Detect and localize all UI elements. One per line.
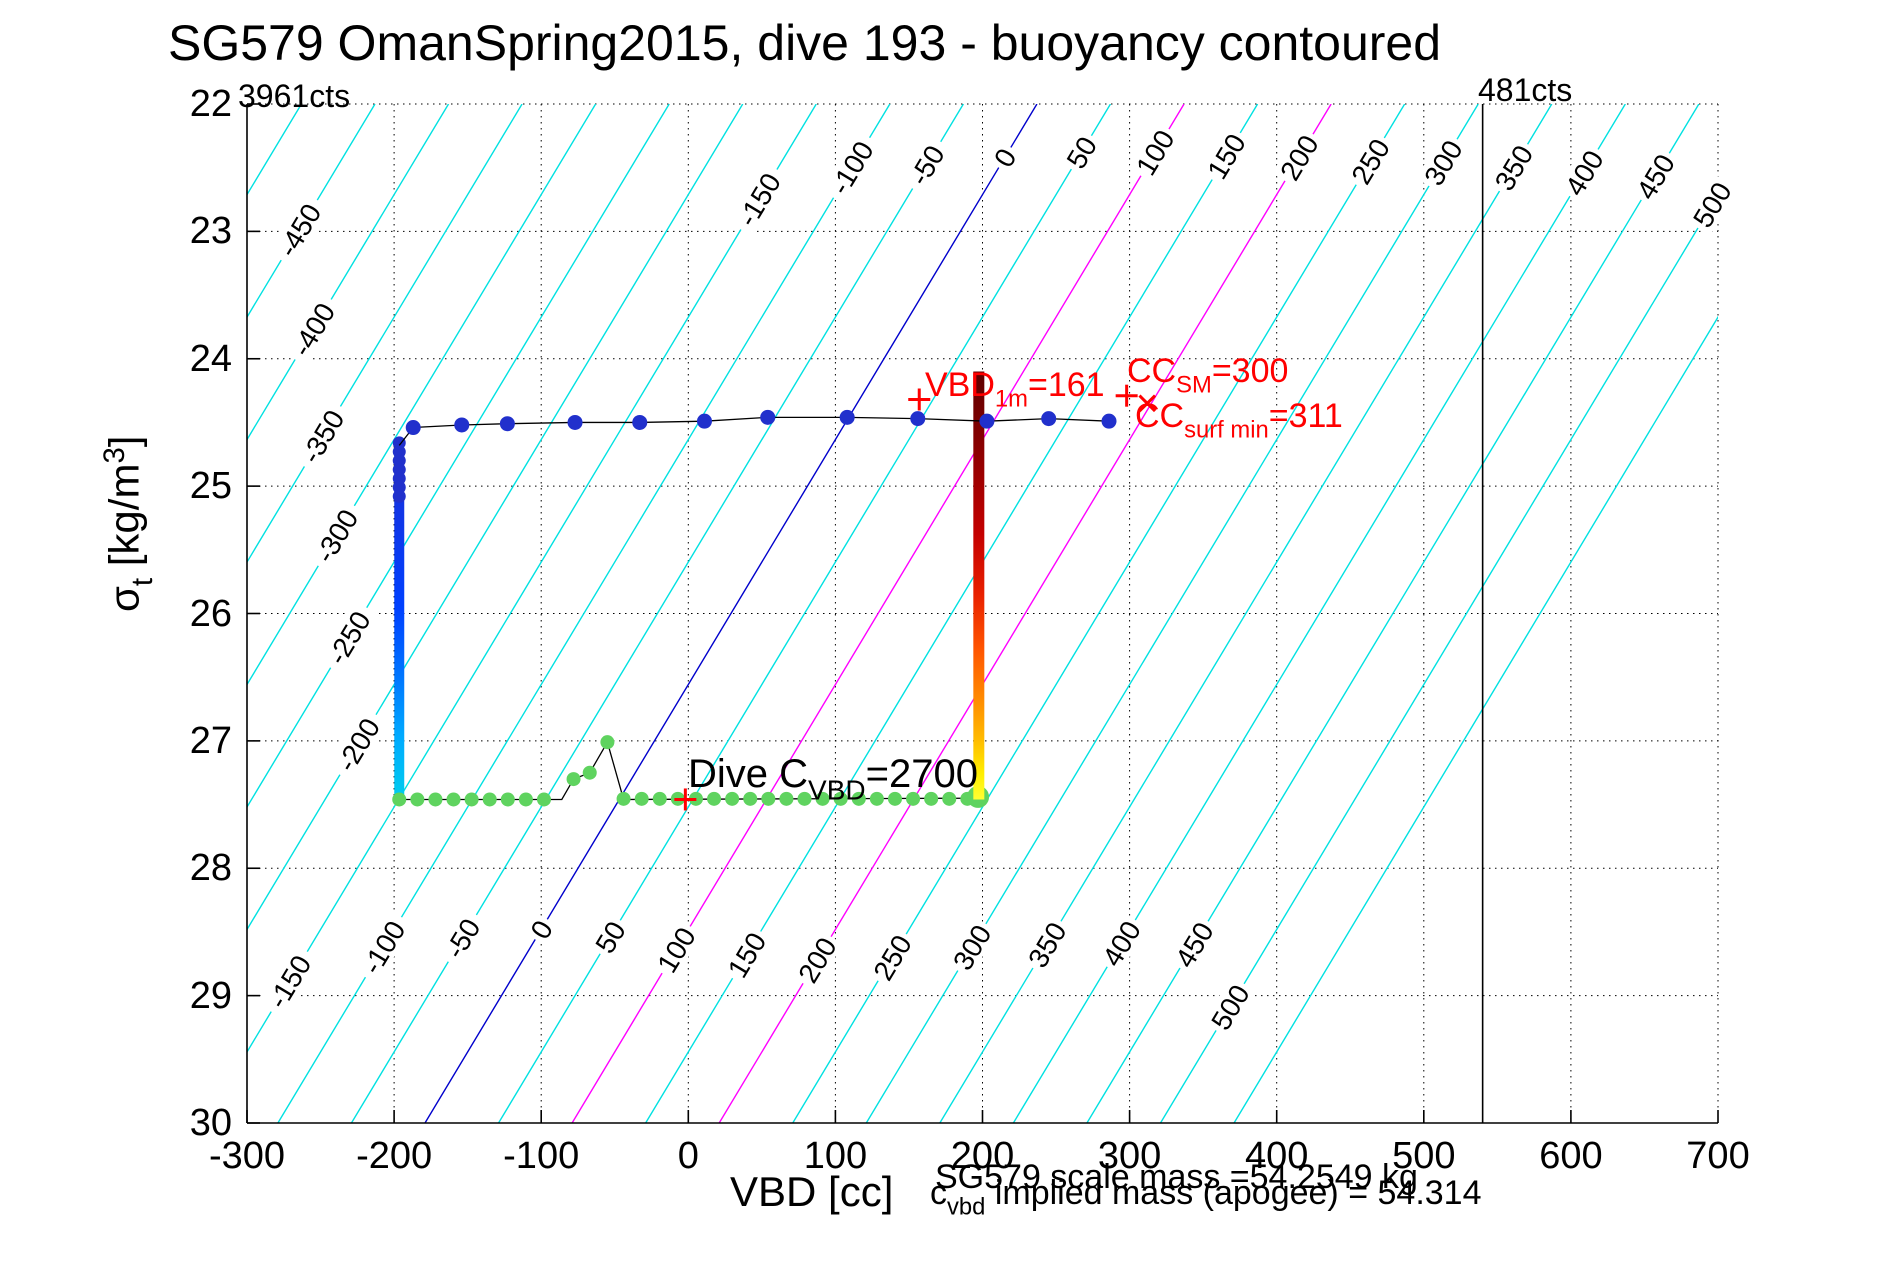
y-tick-label: 23	[189, 210, 232, 253]
x-tick-label: -100	[503, 1135, 580, 1177]
annotation-vbd-1m: VBD1m=161	[925, 366, 1105, 413]
y-tick-label: 30	[189, 1102, 232, 1144]
counts-min-label: 3961cts	[238, 78, 351, 114]
annotation-cc-sm: CCSM=300	[1127, 352, 1289, 399]
y-tick-label: 29	[189, 974, 232, 1017]
y-tick-label: 22	[189, 83, 232, 125]
chart-title: SG579 OmanSpring2015, dive 193 - buoyanc…	[168, 15, 1442, 71]
x-tick-label: 200	[950, 1135, 1015, 1177]
x-tick-label: 500	[1392, 1135, 1456, 1177]
y-tick-label: 24	[189, 337, 232, 380]
x-tick-label: 400	[1244, 1135, 1309, 1177]
x-tick-label: 600	[1539, 1135, 1603, 1177]
y-tick-label: 27	[189, 719, 232, 762]
x-tick-label: 700	[1686, 1135, 1750, 1177]
x-tick-label: -300	[208, 1135, 286, 1177]
annotation-dive-cvbd: Dive CVBD=2700	[688, 752, 978, 806]
svg-text:50: 50	[1061, 131, 1104, 174]
y-tick-label: 26	[189, 592, 232, 635]
x-axis-label: VBD [cc]	[730, 1168, 894, 1215]
y-axis-label: σt [kg/m3]	[98, 435, 159, 612]
implied-mass-text: cvbd implied mass (apogee) = 54.314	[930, 1174, 1482, 1221]
y-tick-label: 25	[189, 465, 232, 508]
y-tick-label: 28	[189, 847, 232, 890]
x-tick-label: -200	[356, 1135, 433, 1177]
svg-text:50: 50	[589, 916, 632, 959]
x-tick-label: 0	[677, 1135, 699, 1177]
annotation-cc-surf-min: CCsurf min=311	[1135, 397, 1343, 444]
x-tick-label: 300	[1097, 1135, 1162, 1177]
counts-max-label: 481cts	[1478, 72, 1573, 108]
scale-mass-text: SG579 scale mass =54.2549 kg	[935, 1158, 1418, 1196]
x-tick-label: 100	[803, 1135, 868, 1177]
